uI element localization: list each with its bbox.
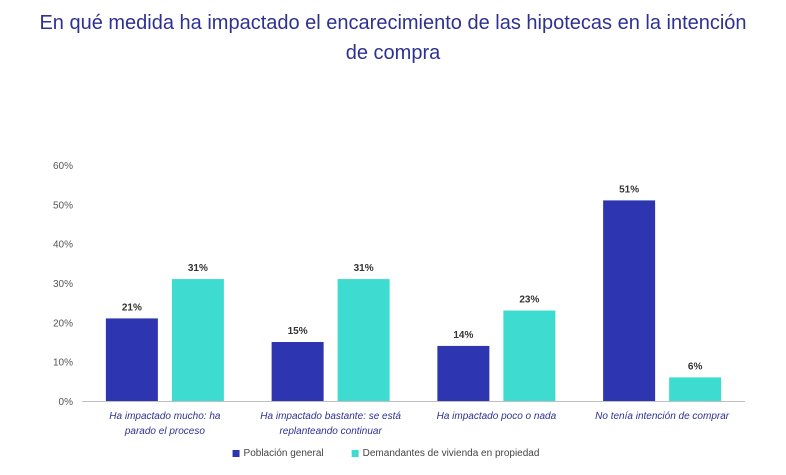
data-label: 15% (288, 326, 308, 337)
y-tick-label: 50% (53, 200, 73, 211)
category-label: Ha impactado bastante: se está (260, 411, 401, 422)
bar (337, 279, 390, 401)
bar (171, 279, 224, 401)
y-tick-label: 10% (53, 358, 73, 369)
bar (105, 318, 158, 401)
bar (271, 342, 324, 401)
y-tick-label: 20% (53, 318, 73, 329)
chart-title-line-1: En qué medida ha impactado el encarecimi… (39, 12, 747, 34)
bar (669, 377, 722, 401)
data-label: 14% (453, 330, 473, 341)
bar (437, 345, 490, 401)
category-label: Ha impactado mucho: ha (109, 411, 221, 422)
category-label: No tenía intención de comprar (595, 411, 730, 422)
chart-title: En qué medida ha impactado el encarecimi… (0, 8, 786, 68)
bar (603, 200, 656, 401)
bar (503, 310, 556, 401)
data-label: 23% (519, 295, 539, 306)
legend-label: Demandantes de vivienda en propiedad (363, 448, 540, 459)
legend-swatch (351, 450, 359, 457)
category-label: Ha impactado poco o nada (437, 411, 557, 422)
chart-title-line-2: de compra (345, 42, 441, 64)
category-label: parado el proceso (124, 426, 205, 437)
data-label: 31% (354, 263, 374, 274)
data-label: 31% (188, 263, 208, 274)
legend-label: Población general (244, 448, 324, 459)
data-label: 51% (619, 184, 639, 195)
y-tick-label: 60% (53, 161, 73, 172)
data-label: 21% (122, 302, 142, 313)
y-tick-label: 30% (53, 279, 73, 290)
y-tick-label: 0% (59, 397, 74, 408)
data-label: 6% (688, 361, 703, 372)
y-tick-label: 40% (53, 240, 73, 251)
legend-swatch (232, 450, 240, 457)
category-label: replanteando continuar (279, 426, 382, 437)
